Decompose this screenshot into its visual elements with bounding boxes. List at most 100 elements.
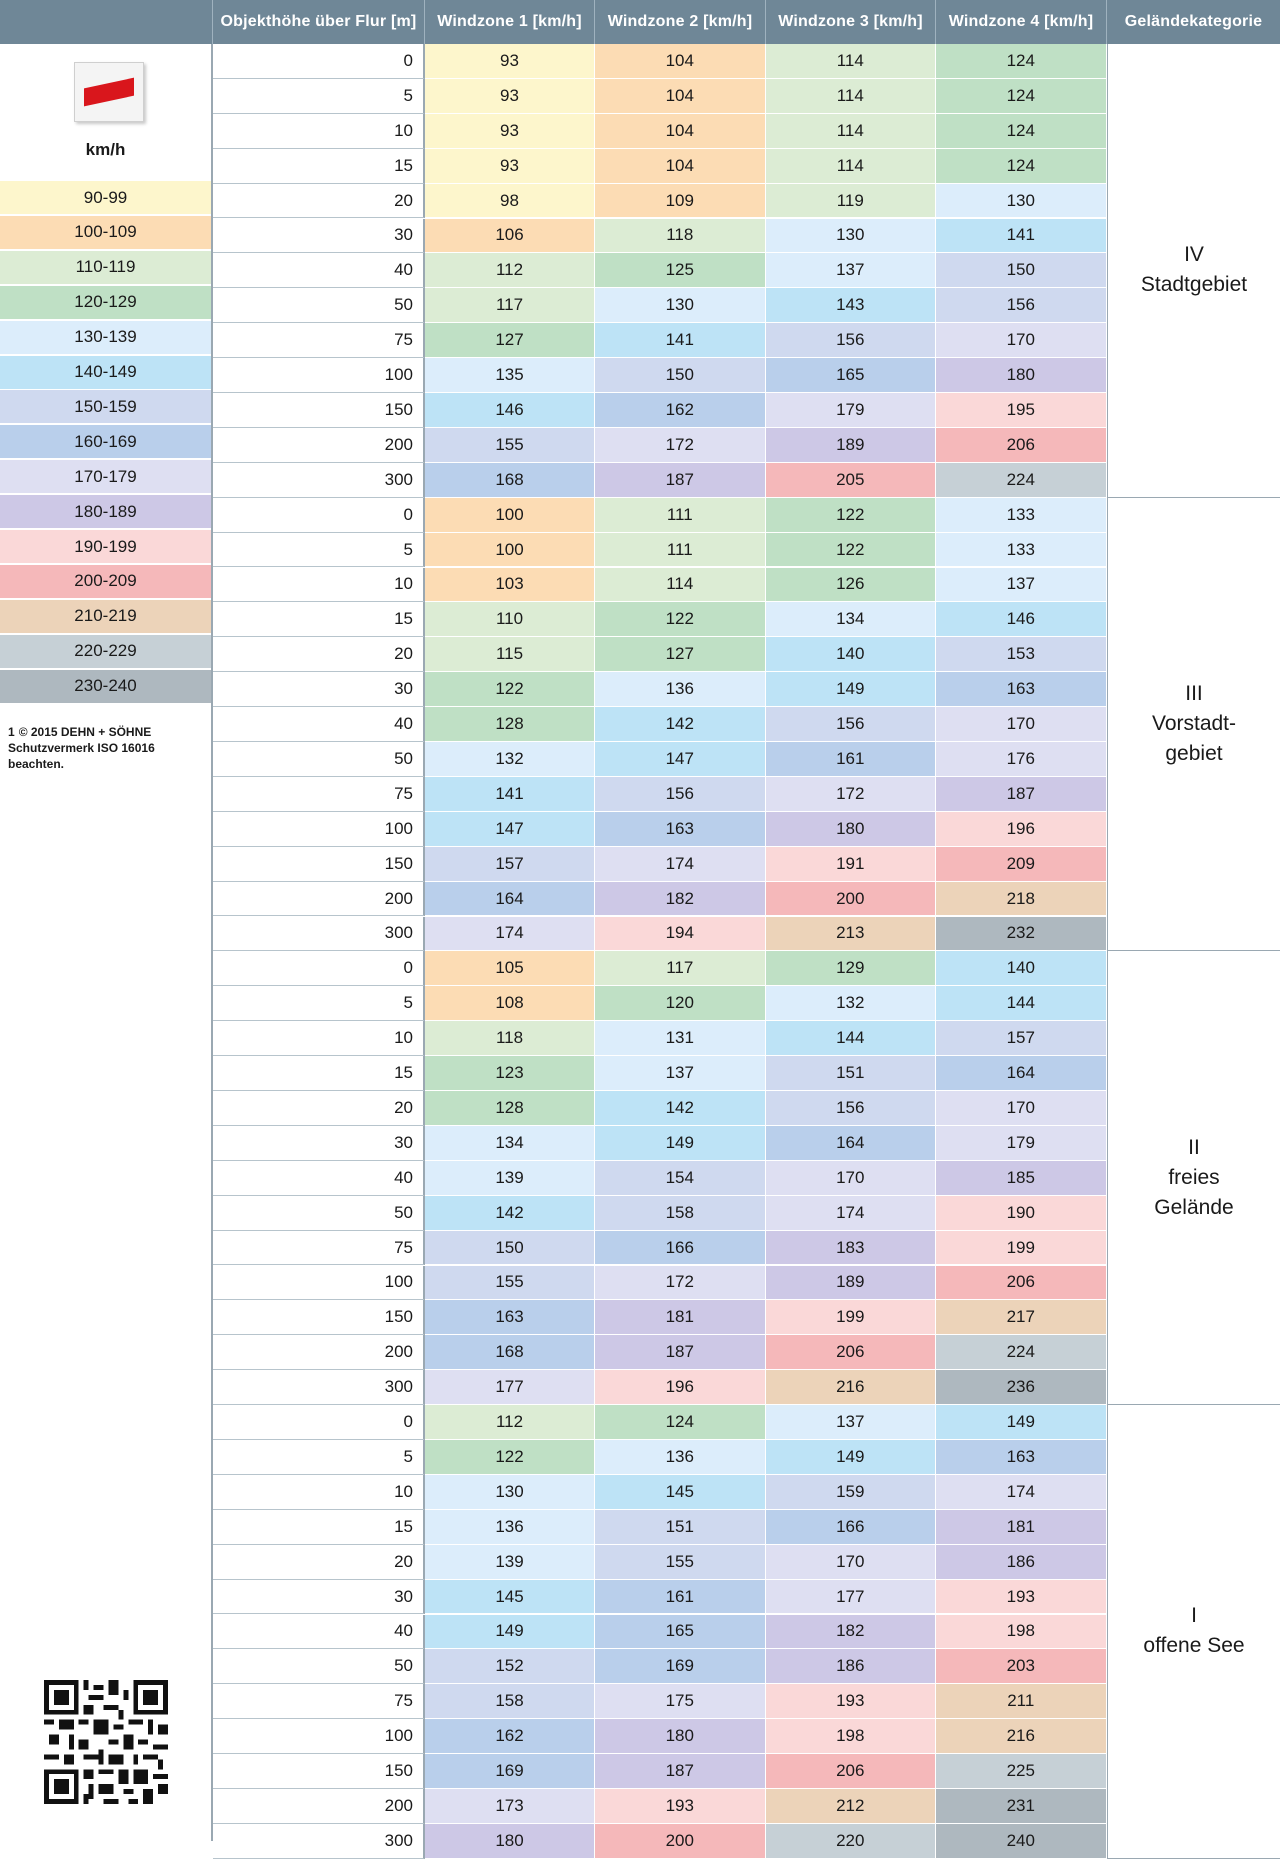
object-height-cell: 15 bbox=[213, 602, 425, 638]
windzone-1-cell: 135 bbox=[425, 358, 595, 393]
windzone-3-cell: 180 bbox=[765, 811, 936, 847]
table-row: 15 93 104 114 124 bbox=[213, 148, 1107, 184]
object-height-cell: 40 bbox=[213, 707, 425, 742]
windzone-2-cell: 187 bbox=[595, 462, 766, 498]
windzone-3-cell: 193 bbox=[765, 1684, 936, 1720]
windzone-1-cell: 168 bbox=[425, 462, 595, 498]
windzone-4-cell: 225 bbox=[936, 1754, 1107, 1789]
windzone-4-cell: 179 bbox=[936, 1125, 1107, 1161]
windzone-3-cell: 172 bbox=[765, 776, 936, 812]
windzone-4-cell: 174 bbox=[936, 1474, 1107, 1510]
terrain-roman-numeral: III bbox=[1185, 682, 1203, 706]
windzone-4-cell: 195 bbox=[936, 393, 1107, 428]
windzone-4-cell: 137 bbox=[936, 567, 1107, 603]
windzone-3-cell: 134 bbox=[765, 602, 936, 638]
windzone-1-cell: 136 bbox=[425, 1509, 595, 1545]
object-height-cell: 20 bbox=[213, 1544, 425, 1580]
windzone-3-cell: 114 bbox=[765, 44, 936, 79]
windzone-4-cell: 140 bbox=[936, 951, 1107, 987]
windzone-2-cell: 200 bbox=[595, 1823, 766, 1859]
object-height-cell: 5 bbox=[213, 986, 425, 1022]
windzone-3-cell: 156 bbox=[765, 323, 936, 359]
copyright-footnote: 1 © 2015 DEHN + SÖHNE Schutzvermerk ISO 1… bbox=[8, 724, 208, 772]
object-height-cell: 30 bbox=[213, 1125, 425, 1161]
table-row: 150 163 181 199 217 bbox=[213, 1300, 1107, 1336]
legend-range-110-119: 110-119 bbox=[0, 250, 211, 285]
windzone-1-cell: 177 bbox=[425, 1370, 595, 1406]
windzone-4-cell: 211 bbox=[936, 1684, 1107, 1720]
windzone-1-cell: 139 bbox=[425, 1544, 595, 1580]
terrain-roman-numeral: IV bbox=[1184, 243, 1204, 267]
legend-range-200-209: 200-209 bbox=[0, 564, 211, 599]
table-row: 20 115 127 140 153 bbox=[213, 637, 1107, 673]
table-row: 5 100 111 122 133 bbox=[213, 532, 1107, 568]
windzone-4-cell: 185 bbox=[936, 1160, 1107, 1196]
windzone-2-cell: 125 bbox=[595, 253, 766, 289]
windzone-4-cell: 209 bbox=[936, 846, 1107, 882]
object-height-cell: 150 bbox=[213, 1300, 425, 1336]
windzone-4-cell: 224 bbox=[936, 1335, 1107, 1371]
windzone-2-cell: 193 bbox=[595, 1789, 766, 1824]
windzone-4-cell: 170 bbox=[936, 323, 1107, 359]
windzone-1-cell: 118 bbox=[425, 1021, 595, 1057]
terrain-category-II: II freies Gelände bbox=[1107, 951, 1280, 1406]
windzone-2-cell: 182 bbox=[595, 881, 766, 917]
windzone-1-cell: 163 bbox=[425, 1300, 595, 1336]
terrain-category-IV: IV Stadtgebiet bbox=[1107, 44, 1280, 498]
windzone-3-cell: 129 bbox=[765, 951, 936, 987]
windzone-4-cell: 133 bbox=[936, 532, 1107, 568]
windzone-1-cell: 180 bbox=[425, 1823, 595, 1859]
windzone-2-cell: 142 bbox=[595, 707, 766, 742]
windzone-1-cell: 105 bbox=[425, 951, 595, 987]
table-row: 150 146 162 179 195 bbox=[213, 393, 1107, 428]
object-height-cell: 0 bbox=[213, 44, 425, 79]
table-row: 200 168 187 206 224 bbox=[213, 1335, 1107, 1371]
windzone-1-cell: 141 bbox=[425, 776, 595, 812]
terrain-roman-numeral: I bbox=[1191, 1604, 1197, 1628]
legend-range-170-179: 170-179 bbox=[0, 460, 211, 495]
table-row: 50 152 169 186 203 bbox=[213, 1649, 1107, 1685]
table-row: 40 149 165 182 198 bbox=[213, 1614, 1107, 1650]
windzone-3-cell: 191 bbox=[765, 846, 936, 882]
object-height-cell: 40 bbox=[213, 1614, 425, 1650]
windzone-2-cell: 104 bbox=[595, 148, 766, 184]
table-row: 300 180 200 220 240 bbox=[213, 1823, 1107, 1859]
table-row: 0 105 117 129 140 bbox=[213, 951, 1107, 987]
windzone-2-cell: 150 bbox=[595, 358, 766, 393]
windzone-3-cell: 149 bbox=[765, 672, 936, 708]
table-row: 30 134 149 164 179 bbox=[213, 1125, 1107, 1161]
table-row: 200 164 182 200 218 bbox=[213, 881, 1107, 917]
windzone-1-cell: 145 bbox=[425, 1579, 595, 1615]
table-row: 100 147 163 180 196 bbox=[213, 811, 1107, 847]
windzone-3-cell: 179 bbox=[765, 393, 936, 428]
windzone-3-cell: 159 bbox=[765, 1474, 936, 1510]
table-row: 5 93 104 114 124 bbox=[213, 78, 1107, 114]
windzone-3-cell: 189 bbox=[765, 427, 936, 463]
object-height-cell: 15 bbox=[213, 1056, 425, 1091]
header-windzone-1: Windzone 1 [km/h] bbox=[425, 0, 595, 44]
windzone-2-cell: 187 bbox=[595, 1335, 766, 1371]
windzone-3-cell: 137 bbox=[765, 1405, 936, 1440]
legend-range-190-199: 190-199 bbox=[0, 530, 211, 564]
windzone-4-cell: 181 bbox=[936, 1509, 1107, 1545]
windzone-4-cell: 232 bbox=[936, 916, 1107, 952]
object-height-cell: 50 bbox=[213, 288, 425, 324]
windzone-1-cell: 150 bbox=[425, 1230, 595, 1266]
windzone-3-cell: 198 bbox=[765, 1719, 936, 1755]
windzone-4-cell: 163 bbox=[936, 672, 1107, 708]
windzone-3-cell: 220 bbox=[765, 1823, 936, 1859]
windzone-1-cell: 139 bbox=[425, 1160, 595, 1196]
windzone-4-cell: 196 bbox=[936, 811, 1107, 847]
windzone-4-cell: 144 bbox=[936, 986, 1107, 1022]
windzone-1-cell: 100 bbox=[425, 497, 595, 533]
windzone-4-cell: 157 bbox=[936, 1021, 1107, 1057]
windzone-4-cell: 150 bbox=[936, 253, 1107, 289]
object-height-cell: 10 bbox=[213, 1474, 425, 1510]
windzone-2-cell: 130 bbox=[595, 288, 766, 324]
table-row: 200 155 172 189 206 bbox=[213, 427, 1107, 463]
windzone-1-cell: 98 bbox=[425, 183, 595, 219]
table-header: Objekthöhe über Flur [m] Windzone 1 [km/… bbox=[0, 0, 1280, 44]
windzone-1-cell: 110 bbox=[425, 602, 595, 638]
windzone-3-cell: 199 bbox=[765, 1300, 936, 1336]
